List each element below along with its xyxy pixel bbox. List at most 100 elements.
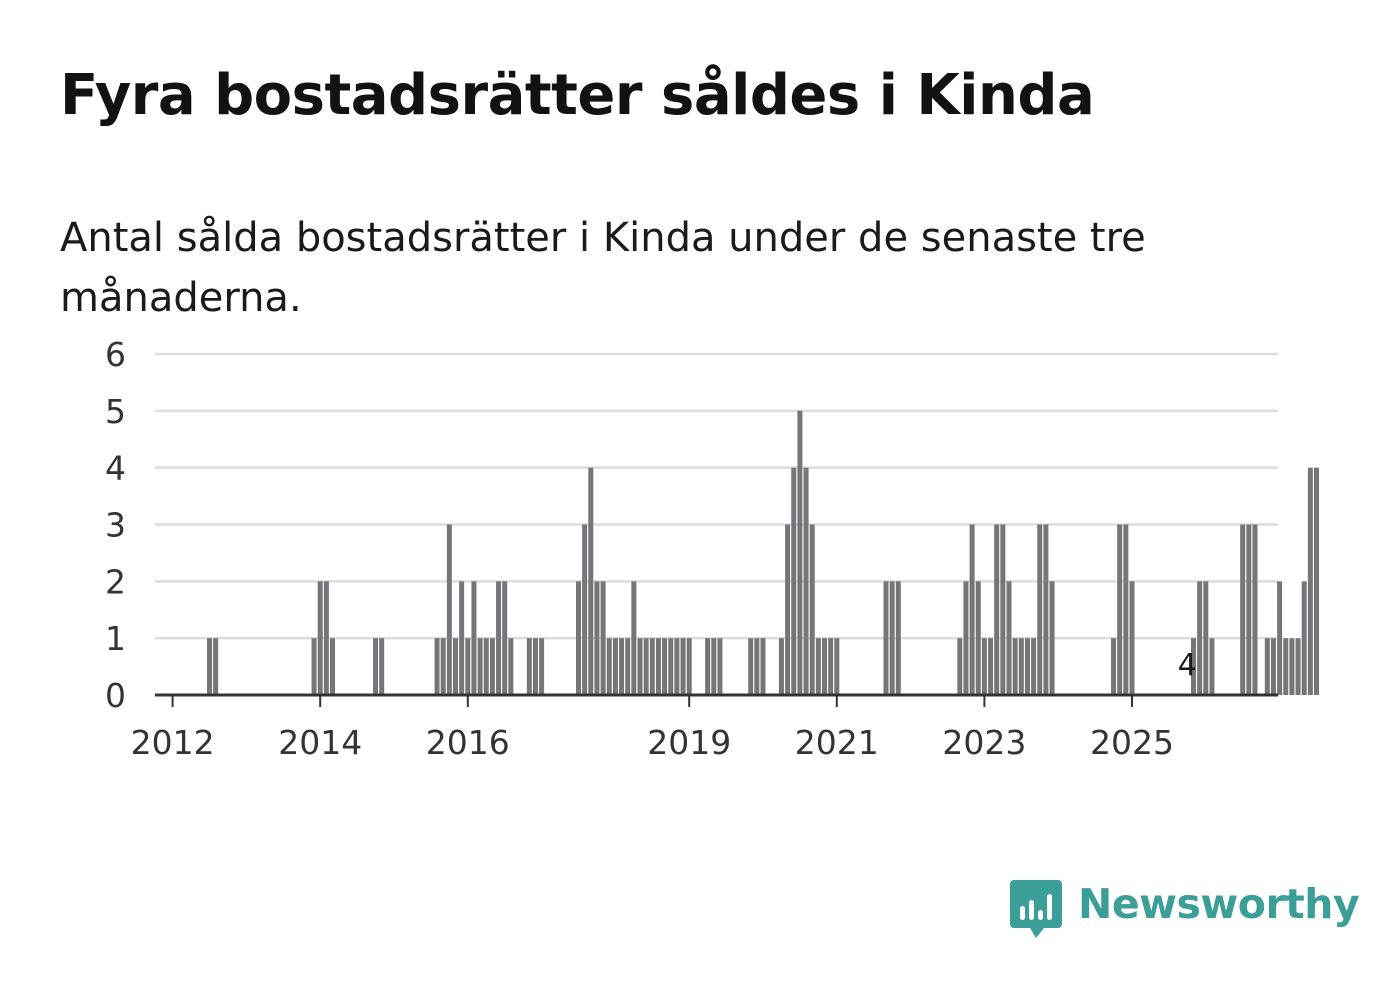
bar — [662, 638, 668, 695]
bar — [655, 638, 661, 695]
y-tick-label: 1 — [105, 619, 126, 658]
bar — [311, 638, 317, 695]
y-tick-label: 2 — [105, 562, 126, 601]
x-tick-label: 2023 — [942, 723, 1026, 762]
x-tick-label: 2025 — [1090, 723, 1174, 762]
bar — [822, 638, 827, 695]
bar — [631, 581, 637, 695]
bar — [619, 638, 625, 695]
bar — [1314, 467, 1319, 695]
x-tick-label: 2012 — [131, 723, 215, 762]
bar — [1031, 638, 1037, 695]
bar — [317, 581, 323, 695]
bar — [797, 410, 803, 695]
bar — [975, 581, 981, 695]
bar — [1277, 581, 1283, 695]
bar — [963, 581, 969, 695]
bar — [643, 638, 649, 695]
newsworthy-logo-icon — [1010, 880, 1062, 938]
bar — [440, 638, 446, 695]
bar — [1295, 638, 1301, 695]
bar — [1197, 581, 1203, 695]
bar — [483, 638, 489, 695]
bar — [207, 638, 212, 695]
bar — [477, 638, 483, 695]
bar — [969, 524, 975, 695]
bar — [1301, 581, 1307, 695]
bar — [957, 638, 963, 695]
bar — [434, 638, 440, 695]
bar — [323, 581, 329, 695]
bar — [705, 638, 711, 695]
bar — [748, 638, 754, 695]
bar — [1203, 581, 1209, 695]
y-tick-label: 4 — [105, 449, 126, 488]
annotations: 4 — [1178, 648, 1197, 683]
bar — [446, 524, 452, 695]
bar — [686, 638, 692, 695]
y-tick-label: 6 — [105, 335, 126, 374]
bar — [889, 581, 895, 695]
x-tick-label: 2019 — [647, 723, 731, 762]
bar — [1037, 524, 1043, 695]
bar — [778, 638, 784, 695]
bar — [582, 524, 588, 695]
bar — [379, 638, 385, 695]
bar — [668, 638, 674, 695]
bar — [1264, 638, 1270, 695]
bar — [496, 581, 502, 695]
bar — [895, 581, 901, 695]
bar — [459, 581, 465, 695]
bar — [1252, 524, 1258, 695]
bar — [213, 638, 219, 695]
bar — [754, 638, 760, 695]
chart-title: Fyra bostadsrätter såldes i Kinda — [60, 63, 1095, 128]
bar — [1024, 638, 1030, 695]
bar — [508, 638, 514, 695]
bar — [815, 638, 821, 695]
y-tick-label: 3 — [105, 506, 126, 545]
bar — [600, 581, 606, 695]
bar — [1191, 638, 1196, 695]
bar — [1246, 524, 1252, 695]
x-tick-label: 2021 — [795, 723, 879, 762]
bar — [489, 638, 495, 695]
chart-subtitle: Antal sålda bostadsrätter i Kinda under … — [60, 215, 1146, 321]
bar — [1111, 638, 1117, 695]
bar — [576, 581, 581, 695]
bar — [612, 638, 618, 695]
bar — [373, 638, 379, 695]
bar — [828, 638, 834, 695]
bar — [1012, 638, 1018, 695]
y-axis-ticks: 0 1 2 3 4 5 6 — [105, 335, 126, 715]
bar — [834, 638, 840, 695]
y-tick-label: 0 — [105, 676, 126, 715]
bar — [1209, 638, 1215, 695]
bar — [1000, 524, 1006, 695]
bar — [637, 638, 643, 695]
bar — [330, 638, 335, 695]
bar — [981, 638, 987, 695]
bar — [526, 638, 532, 695]
data-label: 4 — [1178, 648, 1197, 683]
newsworthy-logo: Newsworthy — [1010, 878, 1360, 944]
bar — [809, 524, 815, 695]
bar — [471, 581, 477, 695]
bar — [1117, 524, 1123, 695]
bar — [674, 638, 680, 695]
bar — [1289, 638, 1295, 695]
bars — [207, 410, 1319, 695]
bar — [988, 638, 994, 695]
newsworthy-logo-text: Newsworthy — [1078, 880, 1360, 928]
bar — [1240, 524, 1246, 695]
bar — [1049, 581, 1055, 695]
bar — [588, 467, 594, 695]
bar — [532, 638, 538, 695]
bar — [502, 581, 508, 695]
bar — [1270, 638, 1276, 695]
bar — [649, 638, 655, 695]
bar — [539, 638, 545, 695]
bar — [883, 581, 889, 695]
bar — [994, 524, 1000, 695]
